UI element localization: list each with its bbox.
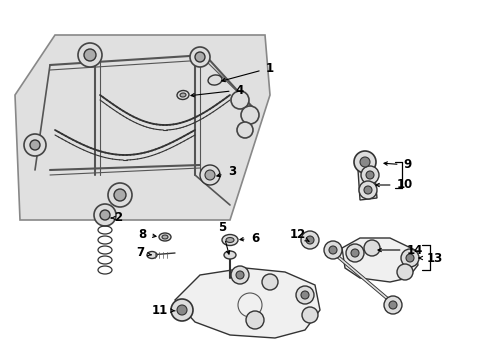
Circle shape xyxy=(204,170,215,180)
Circle shape xyxy=(302,307,317,323)
Text: 1: 1 xyxy=(222,62,273,82)
Circle shape xyxy=(78,43,102,67)
Ellipse shape xyxy=(225,238,234,243)
Circle shape xyxy=(358,181,376,199)
Circle shape xyxy=(360,166,378,184)
Circle shape xyxy=(30,140,40,150)
Polygon shape xyxy=(15,35,269,220)
Circle shape xyxy=(353,151,375,173)
Text: 7: 7 xyxy=(136,247,151,260)
Circle shape xyxy=(324,241,341,259)
Text: 3: 3 xyxy=(217,166,236,179)
Circle shape xyxy=(365,171,373,179)
Ellipse shape xyxy=(222,234,238,246)
Circle shape xyxy=(305,236,313,244)
Text: 12: 12 xyxy=(289,229,308,242)
Circle shape xyxy=(363,240,379,256)
Text: 13: 13 xyxy=(418,252,442,265)
Circle shape xyxy=(346,244,363,262)
Text: 11: 11 xyxy=(152,303,175,316)
Circle shape xyxy=(237,122,252,138)
Text: 8: 8 xyxy=(138,228,156,240)
Circle shape xyxy=(24,134,46,156)
Text: 2: 2 xyxy=(111,211,122,225)
Text: 6: 6 xyxy=(240,231,259,244)
Circle shape xyxy=(84,49,96,61)
Circle shape xyxy=(383,296,401,314)
Text: 9: 9 xyxy=(383,158,411,171)
Circle shape xyxy=(230,266,248,284)
Circle shape xyxy=(396,264,412,280)
Circle shape xyxy=(195,52,204,62)
Circle shape xyxy=(177,305,186,315)
Circle shape xyxy=(200,165,220,185)
Circle shape xyxy=(301,291,308,299)
Circle shape xyxy=(295,286,313,304)
Text: 4: 4 xyxy=(191,84,244,97)
Circle shape xyxy=(328,246,336,254)
Polygon shape xyxy=(341,238,417,282)
Circle shape xyxy=(236,271,244,279)
Text: 14: 14 xyxy=(377,243,422,256)
Polygon shape xyxy=(175,268,319,338)
Circle shape xyxy=(405,254,413,262)
Ellipse shape xyxy=(207,75,222,85)
Ellipse shape xyxy=(147,252,157,258)
Ellipse shape xyxy=(159,233,171,241)
Circle shape xyxy=(388,301,396,309)
Ellipse shape xyxy=(224,251,236,259)
Circle shape xyxy=(359,157,369,167)
Circle shape xyxy=(190,47,209,67)
Circle shape xyxy=(363,186,371,194)
Circle shape xyxy=(230,91,248,109)
Circle shape xyxy=(350,249,358,257)
Ellipse shape xyxy=(177,90,188,99)
Text: 5: 5 xyxy=(218,221,229,254)
Circle shape xyxy=(245,311,264,329)
Circle shape xyxy=(241,106,259,124)
Circle shape xyxy=(108,183,132,207)
Polygon shape xyxy=(356,155,376,200)
Circle shape xyxy=(114,189,126,201)
Circle shape xyxy=(301,231,318,249)
Circle shape xyxy=(400,249,418,267)
Text: 10: 10 xyxy=(375,179,412,192)
Ellipse shape xyxy=(180,93,185,97)
Ellipse shape xyxy=(162,235,168,239)
Circle shape xyxy=(100,210,110,220)
Circle shape xyxy=(94,204,116,226)
Circle shape xyxy=(262,274,278,290)
Circle shape xyxy=(171,299,193,321)
